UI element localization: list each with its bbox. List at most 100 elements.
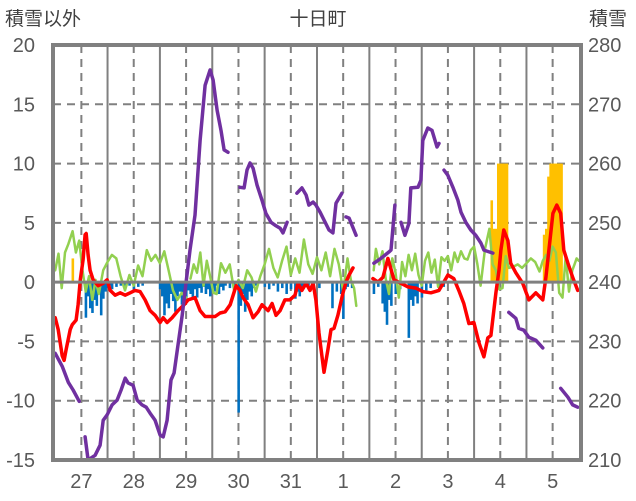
x-tick-label: 30 [227,471,249,493]
orange-bars-bar [558,163,561,283]
axes [51,43,583,462]
tick-labels: 20151050-5-10-15280270260250240230220210… [6,35,621,493]
blue-bars-bar [248,282,251,292]
x-tick-label: 2 [390,471,401,493]
blue-bars-bar [86,282,90,297]
x-tick-label: 4 [495,471,506,493]
blue-bars-bar [163,282,166,316]
right-axis-title: 積雪 [589,8,627,30]
blue-bars-bar [195,282,199,298]
orange-bars-bar [555,163,559,283]
blue-bars-bar [213,282,216,292]
blue-bars-bar [228,282,232,289]
blue-bars-bar [335,282,339,292]
y-left-tick-label: 20 [13,35,35,57]
y-left-tick-label: 0 [24,272,35,294]
blue-bars-bar [161,282,164,297]
blue-bars-bar [110,282,114,290]
blue-bars-bar [390,282,393,306]
blue-bars-bar [381,282,384,304]
y-left-tick-label: 10 [13,154,35,176]
blue-bars-bar [224,282,227,286]
blue-bars-bar [187,282,190,291]
orange-bars-bar [503,163,507,283]
blue-bars-bar [246,282,249,300]
orange-bars-bar [501,163,504,283]
snow-depth-line [53,68,580,462]
orange-bars-bar [492,228,496,283]
y-right-tick-label: 260 [588,154,621,176]
y-right-tick-label: 250 [588,213,621,235]
blue-bars-bar [104,282,107,292]
blue-bars-bar [128,282,131,286]
blue-bars-bar [272,282,275,286]
orange-bars-bar [553,163,557,283]
blue-bars-bar [289,282,293,290]
blue-bars-bar [331,282,334,309]
y-right-tick-label: 280 [588,35,621,57]
y-left-tick-label: -15 [6,450,35,472]
blue-bars-bar [407,282,411,338]
y-right-tick-label: 220 [588,391,621,413]
y-left-tick-label: -10 [6,391,35,413]
orange-bars-bar [497,163,500,283]
blue-bars-bar [89,282,92,309]
blue-bars-bar [198,282,201,289]
blue-bars-bar [250,282,254,297]
blue-bars-bar [409,282,413,300]
blue-bars-bar [339,282,343,294]
blue-bars-bar [200,282,203,293]
blue-bars-bar [342,282,345,319]
blue-bars-bar [217,282,221,294]
x-tick-label: 28 [123,471,145,493]
series-lines [53,68,581,462]
blue-bars-bar [209,282,212,297]
blue-bars-bar [318,282,321,289]
blue-bars-bar [141,282,144,286]
blue-bars-bar [189,282,192,294]
blue-bars-bar [385,282,389,325]
blue-bars-bar [425,282,428,291]
gridlines [53,45,581,460]
y-right-tick-label: 270 [588,94,621,116]
blue-bars-bar [346,282,350,287]
blue-bars-bar [206,282,210,290]
blue-bars-bar [276,282,280,292]
blue-bars-bar [300,282,304,290]
plot-frame [51,43,583,462]
x-tick-label: 31 [280,471,302,493]
blue-bars-bar [254,282,258,286]
blue-bars-bar [219,282,223,287]
y-right-tick-label: 240 [588,272,621,294]
y-left-tick-label: 15 [13,94,35,116]
chart-title: 十日町 [289,8,346,30]
left-axis-title: 積雪以外 [5,8,81,30]
orange-bars-bar [499,163,502,283]
temperature-line [53,203,580,375]
blue-bars-bar [429,282,432,289]
x-tick-label: 3 [442,471,453,493]
blue-bars-bar [416,282,419,304]
blue-bars-bar [394,282,398,294]
blue-bars-bar [263,282,267,287]
blue-bars-bar [115,282,118,287]
blue-bars-bar [119,282,123,286]
y-left-tick-label: 5 [24,213,35,235]
blue-bars-bar [167,282,171,309]
blue-bars-bar [102,282,105,299]
blue-bars-bar [372,282,376,294]
blue-bars-bar [193,282,197,290]
blue-bars-bar [176,282,179,297]
blue-bars-bar [204,282,208,294]
y-right-tick-label: 230 [588,331,621,353]
orange-bars-bar [71,258,75,283]
x-tick-label: 1 [338,471,349,493]
blue-bars-bar [84,282,88,318]
blue-bars-bar [123,282,127,289]
orange-bars-bar [494,228,498,283]
y-left-tick-label: -5 [17,331,35,353]
x-tick-label: 29 [175,471,197,493]
blue-bars-bar [137,282,140,287]
x-tick-label: 5 [547,471,558,493]
